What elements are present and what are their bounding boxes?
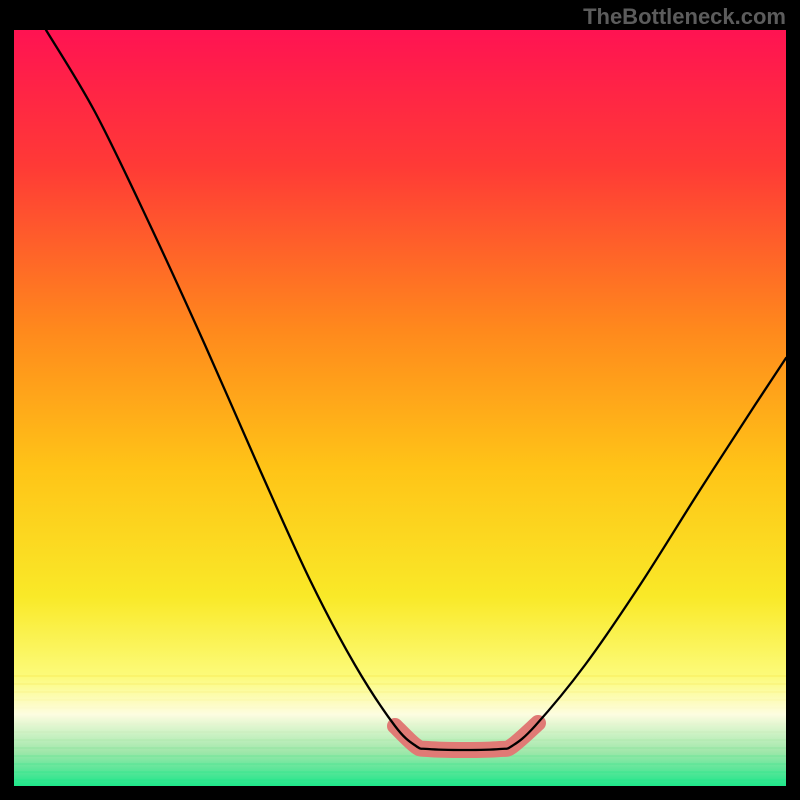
bottleneck-chart: TheBottleneck.com	[0, 0, 800, 800]
chart-svg	[0, 0, 800, 800]
watermark-text: TheBottleneck.com	[583, 4, 786, 30]
plot-background	[14, 30, 786, 786]
